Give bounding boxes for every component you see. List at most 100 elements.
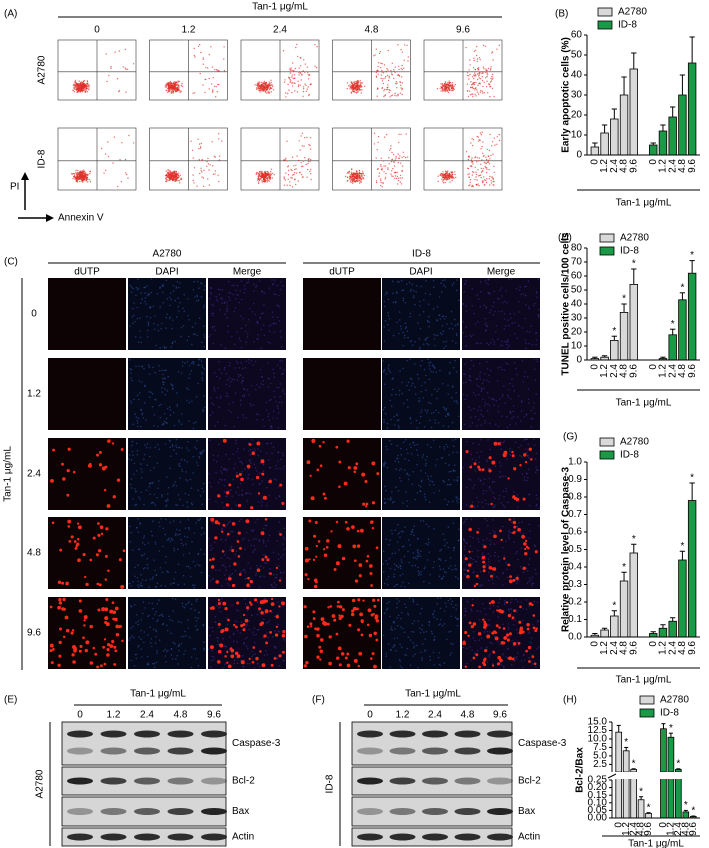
flow-dot	[261, 171, 263, 173]
flow-dot	[170, 84, 172, 86]
nucleus	[390, 418, 392, 421]
apoptotic-cell	[346, 663, 351, 668]
row-label: 0	[31, 309, 37, 320]
nucleus	[448, 471, 451, 473]
nucleus	[139, 523, 142, 525]
nucleus	[231, 378, 234, 381]
apoptotic-cell	[360, 619, 364, 623]
flow-dot	[348, 170, 350, 173]
flow-dot	[401, 76, 403, 78]
flow-dot	[490, 182, 493, 184]
flow-dot	[176, 89, 179, 92]
flow-dot	[84, 172, 87, 174]
nucleus	[236, 379, 239, 382]
nucleus	[260, 383, 262, 385]
nucleus	[137, 620, 139, 622]
nucleus	[438, 296, 441, 298]
flow-dot	[454, 171, 456, 173]
flow-dot	[375, 180, 378, 182]
nucleus	[172, 285, 175, 287]
nucleus	[245, 324, 247, 327]
nucleus	[209, 439, 212, 442]
flow-dot	[283, 177, 285, 180]
flow-dot	[78, 86, 81, 88]
nucleus	[211, 411, 214, 414]
nucleus	[137, 278, 139, 281]
flow-dot	[80, 171, 82, 174]
flow-dot	[80, 170, 82, 172]
nucleus	[257, 448, 259, 450]
flow-dot	[218, 83, 220, 86]
flow-dot	[192, 174, 194, 176]
flow-dot	[266, 92, 268, 94]
nucleus	[196, 461, 198, 464]
micrograph	[128, 597, 206, 669]
nucleus	[185, 603, 187, 606]
flow-dot	[448, 89, 450, 92]
flow-dot	[261, 181, 263, 183]
nucleus	[270, 442, 273, 445]
flow-dot	[124, 48, 127, 51]
flow-dot	[469, 181, 471, 183]
flow-dot	[208, 77, 211, 80]
nucleus	[244, 571, 247, 574]
flow-dot	[223, 70, 226, 72]
nucleus	[140, 292, 142, 294]
nucleus	[453, 464, 456, 466]
nucleus	[387, 329, 390, 331]
apoptotic-cell	[92, 646, 96, 650]
flow-dot	[360, 176, 363, 178]
flow-dot	[479, 82, 481, 84]
apoptotic-cell	[59, 627, 62, 631]
flow-dot	[306, 136, 308, 139]
flow-dot	[486, 178, 488, 180]
nucleus	[251, 483, 254, 486]
flow-dot	[77, 178, 79, 180]
nucleus	[186, 501, 188, 503]
nucleus	[384, 413, 387, 415]
flow-dot	[474, 75, 477, 77]
flow-dot	[448, 172, 451, 175]
flow-dot	[475, 176, 477, 178]
nucleus	[200, 453, 202, 456]
flow-dot	[303, 59, 305, 61]
apoptotic-cell	[226, 650, 229, 654]
flow-dot	[387, 69, 389, 71]
nucleus	[195, 657, 198, 660]
apoptotic-cell	[331, 614, 336, 618]
nucleus	[152, 520, 154, 522]
flow-dot	[256, 179, 259, 181]
nucleus	[215, 569, 217, 571]
nucleus	[244, 548, 246, 551]
apoptotic-cell	[340, 652, 345, 656]
nucleus	[283, 548, 286, 550]
nucleus	[446, 446, 449, 448]
flow-dot	[388, 163, 390, 165]
flow-dot	[485, 86, 488, 88]
nucleus	[202, 623, 204, 626]
flow-dot	[488, 168, 490, 171]
flow-dot	[76, 174, 79, 176]
nucleus	[275, 464, 277, 467]
nucleus	[211, 547, 213, 550]
nucleus	[202, 410, 204, 412]
flow-dot	[203, 169, 205, 171]
group-label: ID-8	[412, 249, 431, 260]
flow-dot	[269, 175, 271, 177]
flow-dot	[355, 80, 357, 83]
nucleus	[407, 459, 410, 462]
flow-dot	[399, 181, 401, 183]
flow-dot	[82, 181, 84, 183]
flow-dot	[490, 80, 493, 82]
nucleus	[257, 567, 259, 569]
nucleus	[223, 506, 225, 509]
nucleus	[201, 379, 204, 382]
nucleus	[158, 480, 160, 482]
nucleus	[178, 462, 181, 465]
nucleus	[242, 416, 245, 419]
flow-dot	[176, 84, 178, 86]
nucleus	[432, 371, 435, 373]
flow-dot	[356, 178, 359, 180]
nucleus	[182, 554, 185, 556]
flow-dot	[380, 180, 382, 182]
